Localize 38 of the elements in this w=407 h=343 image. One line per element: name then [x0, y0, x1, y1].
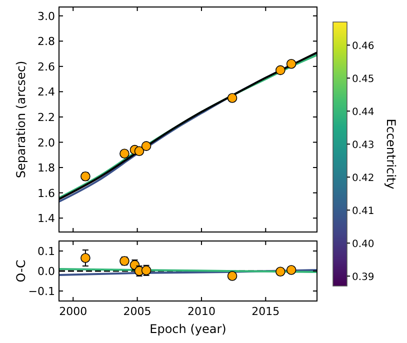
point — [276, 65, 286, 76]
y-tick-label: 2.8 — [38, 35, 55, 48]
point — [141, 141, 152, 151]
y-tick-label: −0.1 — [28, 285, 55, 298]
y-axis-title: Separation (arcsec) — [14, 60, 28, 178]
y-tick-label: 0.0 — [38, 265, 55, 278]
point — [80, 253, 90, 263]
point — [134, 146, 144, 156]
point — [286, 58, 296, 69]
color-bar-label: 0.46 — [352, 41, 374, 52]
color-bar-label: 0.45 — [352, 74, 374, 86]
y-tick-label: 1.4 — [38, 212, 55, 226]
color-bar-label: 0.43 — [352, 140, 374, 152]
point — [276, 266, 286, 276]
point — [227, 93, 238, 103]
x-tick-label: 2000 — [59, 305, 88, 318]
color-bar-title: Eccentricity — [384, 118, 398, 190]
x-tick-label: 2010 — [187, 305, 216, 318]
point — [286, 265, 296, 275]
y-tick-label: 2.0 — [38, 136, 55, 150]
color-bar-label: 0.44 — [352, 107, 374, 118]
color-bar-label: 0.39 — [352, 272, 374, 284]
point — [120, 148, 130, 159]
y-tick-label: 1.8 — [38, 162, 55, 175]
y-tick-label: 1.6 — [38, 186, 55, 200]
x-tick-label: 2005 — [123, 305, 152, 318]
y-tick-label: 2.4 — [38, 86, 55, 99]
color-bar-label: 0.41 — [352, 206, 374, 218]
y-tick-label: 0.1 — [38, 245, 55, 258]
y-tick-label: 2.2 — [38, 110, 55, 124]
y-tick-label: 2.6 — [38, 60, 55, 74]
point — [227, 271, 238, 281]
x-tick-label: 2015 — [252, 305, 280, 318]
color-bar-label: 0.42 — [352, 173, 374, 184]
x-axis-title: Epoch (year) — [150, 322, 226, 336]
y-tick-label: 3.0 — [38, 10, 55, 23]
y-axis-title: O-C — [14, 260, 28, 282]
color-bar-label: 0.40 — [352, 239, 374, 250]
